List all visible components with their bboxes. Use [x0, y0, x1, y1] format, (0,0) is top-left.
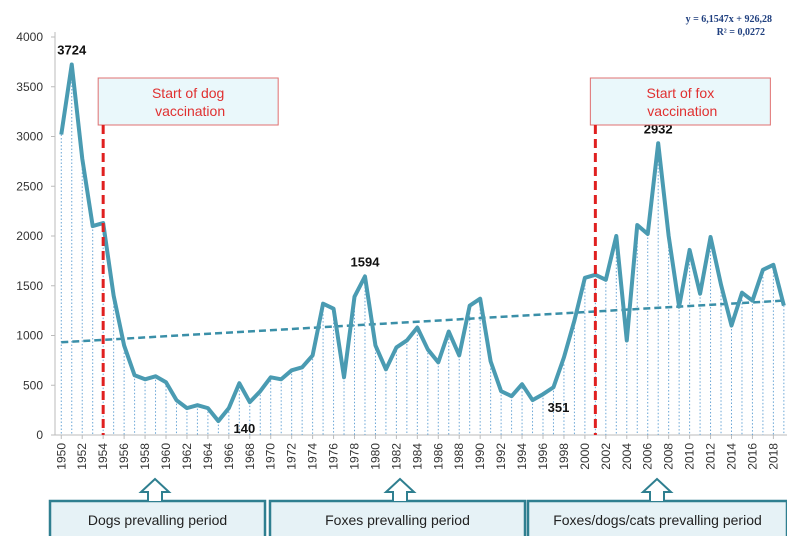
x-tick-label: 1958	[138, 443, 152, 470]
x-tick-label: 1978	[348, 443, 362, 470]
period-label: Dogs prevalling period	[88, 512, 227, 528]
x-tick-label: 2016	[745, 443, 759, 470]
period-label: Foxes/dogs/cats prevalling period	[553, 512, 762, 528]
y-tick-label: 4000	[16, 30, 43, 44]
data-label: 3724	[57, 42, 87, 57]
x-tick-label: 1986	[431, 443, 445, 470]
annotation-box	[589, 77, 771, 126]
x-tick-label: 2018	[766, 443, 780, 470]
x-tick-label: 1974	[306, 443, 320, 470]
series-line	[59, 62, 786, 424]
x-tick-label: 1968	[243, 443, 257, 470]
period-arrow	[138, 477, 172, 501]
x-tick-label: 1976	[327, 443, 341, 470]
x-tick-label: 1994	[515, 443, 529, 470]
y-tick-label: 2000	[16, 229, 43, 243]
y-tick-label: 3000	[16, 130, 43, 144]
y-tick-label: 0	[36, 428, 43, 442]
x-tick-label: 1970	[264, 443, 278, 470]
y-tick-label: 2500	[16, 179, 43, 193]
period-box	[268, 499, 527, 536]
period-box	[48, 499, 267, 536]
period-box	[526, 499, 787, 536]
x-tick-label: 1954	[96, 443, 110, 470]
x-tick-label: 1962	[180, 443, 194, 470]
x-tick-label: 1996	[536, 443, 550, 470]
x-tick-label: 1990	[473, 443, 487, 470]
x-tick-label: 2008	[662, 443, 676, 470]
x-tick-label: 2000	[578, 443, 592, 470]
x-tick-label: 1960	[159, 443, 173, 470]
x-tick-label: 1988	[452, 443, 466, 470]
y-tick-label: 1500	[16, 279, 43, 293]
y-tick-label: 1000	[16, 329, 43, 343]
data-label: 1594	[351, 254, 381, 269]
period-arrow	[383, 477, 417, 501]
annotation-text: Start of dog vaccination	[151, 85, 225, 119]
annotation-text: Start of fox vaccination	[643, 85, 717, 119]
x-tick-label: 2002	[599, 443, 613, 470]
x-tick-label: 1964	[201, 443, 215, 470]
x-tick-label: 1966	[222, 443, 236, 470]
period-arrow	[640, 477, 674, 501]
x-tick-label: 2006	[641, 443, 655, 470]
x-tick-label: 1952	[75, 443, 89, 470]
y-tick-label: 3500	[16, 80, 43, 94]
x-tick-label: 2004	[620, 443, 634, 470]
x-tick-label: 1982	[389, 443, 403, 470]
y-tick-label: 500	[23, 378, 43, 392]
x-tick-label: 1950	[54, 443, 68, 470]
trend-equation: y = 6,1547x + 926,28	[686, 14, 772, 25]
data-label: 140	[234, 421, 256, 436]
x-tick-label: 1998	[557, 443, 571, 470]
x-tick-label: 2010	[683, 443, 697, 470]
x-tick-label: 1956	[117, 443, 131, 470]
trend-r-squared: R² = 0,0272	[717, 27, 765, 38]
x-tick-label: 1992	[494, 443, 508, 470]
data-label: 351	[548, 400, 570, 415]
x-tick-label: 2012	[704, 443, 718, 470]
x-tick-label: 2014	[724, 443, 738, 470]
x-tick-label: 1980	[368, 443, 382, 470]
period-label: Foxes prevalling period	[325, 512, 470, 528]
x-tick-label: 1972	[285, 443, 299, 470]
annotation-box	[97, 77, 279, 126]
x-tick-label: 1984	[410, 443, 424, 470]
